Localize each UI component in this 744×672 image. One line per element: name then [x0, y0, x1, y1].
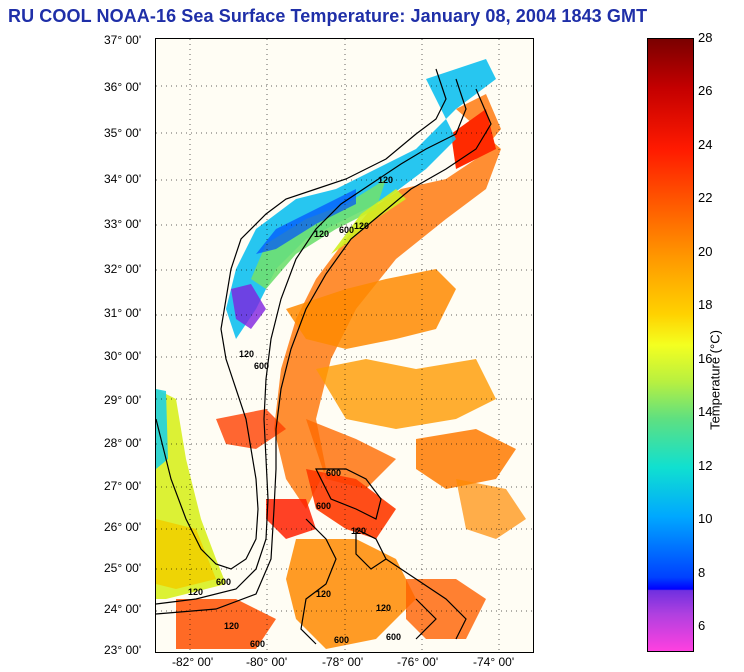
lon-label: -80° 00' — [246, 655, 288, 669]
colorbar-tick: 8 — [698, 565, 706, 580]
lat-label: 28° 00' — [104, 436, 142, 450]
coastline-layer — [156, 68, 492, 645]
contour-label: 120 — [188, 587, 203, 597]
lon-label: -76° 00' — [397, 655, 439, 669]
colorbar-tick: 14 — [698, 404, 713, 419]
colorbar-tick: 26 — [698, 83, 713, 98]
lat-label: 36° 00' — [104, 80, 142, 94]
lon-label: -78° 00' — [322, 655, 364, 669]
colorbar-tick: 24 — [698, 137, 713, 152]
contour-label: 120 — [314, 229, 329, 239]
lat-label: 30° 00' — [104, 349, 142, 363]
lat-label: 25° 00' — [104, 561, 142, 575]
colorbar-tick: 16 — [698, 351, 713, 366]
contour-label: 120 — [376, 603, 391, 613]
contour-label: 600 — [250, 639, 265, 649]
lat-label: 32° 00' — [104, 262, 142, 276]
lat-label: 31° 00' — [104, 306, 142, 320]
contour-label: 120 — [354, 221, 369, 231]
colorbar-tick: 28 — [698, 30, 713, 45]
contour-label: 600 — [216, 577, 231, 587]
contour-label: 120 — [239, 349, 254, 359]
contour-label: 600 — [326, 468, 341, 478]
temperature-colorbar — [647, 38, 694, 652]
contour-label: 120 — [378, 175, 393, 185]
lat-label: 34° 00' — [104, 172, 142, 186]
lat-label: 27° 00' — [104, 479, 142, 493]
lat-label: 23° 00' — [104, 643, 142, 657]
lon-label: -82° 00' — [172, 655, 214, 669]
colorbar-tick: 12 — [698, 458, 713, 473]
colorbar-tick: 22 — [698, 190, 713, 205]
lat-label: 29° 00' — [104, 393, 142, 407]
contour-label: 120 — [351, 526, 366, 536]
sst-map-canvas: 120 120 600 120 120 600 600 120 600 120 … — [156, 39, 533, 652]
colorbar-tick: 10 — [698, 511, 713, 526]
lat-label: 24° 00' — [104, 602, 142, 616]
contour-label: 600 — [254, 361, 269, 371]
lat-label: 33° 00' — [104, 217, 142, 231]
sst-data-layer — [156, 59, 526, 649]
contour-label: 600 — [339, 225, 354, 235]
lon-label: -74° 00' — [473, 655, 515, 669]
contour-label: 120 — [316, 589, 331, 599]
sst-map: 120 120 600 120 120 600 600 120 600 120 … — [155, 38, 534, 653]
lat-label: 26° 00' — [104, 520, 142, 534]
contour-label: 600 — [316, 501, 331, 511]
contour-label: 120 — [224, 621, 239, 631]
contour-label: 600 — [386, 632, 401, 642]
lat-label: 35° 00' — [104, 126, 142, 140]
map-title: RU COOL NOAA-16 Sea Surface Temperature:… — [8, 6, 648, 26]
colorbar-tick: 6 — [698, 618, 706, 633]
lat-label: 37° 00' — [104, 33, 142, 47]
graticule — [156, 39, 533, 652]
contour-label: 600 — [334, 635, 349, 645]
colorbar-tick: 20 — [698, 244, 713, 259]
colorbar-tick: 18 — [698, 297, 713, 312]
colorbar-title: Temperature (°C) — [707, 330, 723, 430]
